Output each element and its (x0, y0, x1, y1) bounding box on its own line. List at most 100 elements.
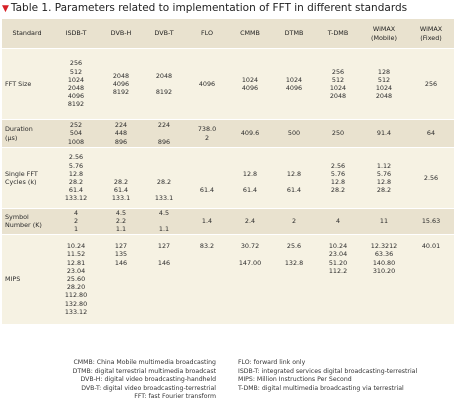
cell-value (273, 250, 315, 258)
cell-value: 63.36 (374, 250, 394, 259)
column-header: WiMAX (Mobile) (360, 19, 408, 49)
cell-value: 896 (114, 137, 128, 146)
cell-value: 1024 (241, 75, 259, 84)
cell-value (273, 162, 315, 170)
cell-value: 8192 (67, 100, 85, 109)
cell-value (317, 300, 359, 308)
table-cell: 4.5 2.2 1.1 (100, 208, 142, 235)
cell-value: 2048 (67, 84, 85, 92)
table-cell: 11 (360, 208, 408, 235)
cell-value (229, 300, 271, 308)
table-cell: 28.2 61.4 133.1 (100, 147, 142, 209)
note-left: CMMB: China Mobile multimedia broadcasti… (73, 359, 216, 366)
cell-value (361, 291, 407, 299)
cell-value: 4096 (285, 84, 303, 92)
cell-value: 146 (114, 258, 128, 267)
cell-value: 61.4 (68, 186, 84, 195)
column-header: FLO (186, 19, 228, 49)
cell-value (409, 283, 453, 291)
cell-value: 738.0 (197, 125, 217, 134)
table-cell: 500 (272, 119, 316, 148)
table-cell: 2048 8192 (142, 48, 186, 120)
table-cell: 64 (408, 119, 454, 148)
cell-value (143, 308, 185, 316)
cell-value (187, 153, 227, 161)
cell-value (143, 80, 185, 88)
cell-value: 512 (331, 75, 345, 84)
table-row: Duration (µs) 252 504 1008 224 448 896 224 896 7… (2, 119, 454, 148)
table-cell: 224 896 (142, 119, 186, 148)
cell-value: 140.80 (372, 258, 396, 267)
note-left: DVB-T: digital video broadcasting-terres… (81, 384, 216, 392)
table-cell: 4096 (186, 48, 228, 120)
row-label: MIPS (2, 234, 52, 325)
cell-value: 512 (377, 75, 391, 84)
cell-value: 2.56 (423, 173, 439, 182)
cell-value: 133.12 (64, 307, 88, 316)
cell-value (187, 267, 227, 275)
cell-value: 40.01 (421, 242, 441, 251)
cell-value: 2.56 (330, 161, 346, 170)
table-cell: 250 (316, 119, 360, 148)
table-cell: 10.24 11.52 12.81 23.04 25.60 28.20 112.80 132.… (52, 234, 100, 325)
cell-value: 2 (204, 133, 210, 142)
row-label: Duration (µs) (2, 119, 52, 148)
cell-value: 61.4 (286, 186, 302, 195)
cell-value (409, 300, 453, 308)
column-header: ISDB-T (52, 19, 100, 49)
table-cell: 256 512 1024 2048 (316, 48, 360, 120)
cell-value (361, 308, 407, 316)
cell-value: 1008 (67, 137, 85, 146)
table-cell: 256 (408, 48, 454, 120)
table-cell: 61.4 (186, 147, 228, 209)
cell-value: 133.1 (154, 194, 174, 203)
cell-value: 28.2 (156, 178, 172, 186)
table-cell: 40.01 (408, 234, 454, 325)
cell-value: 4096 (112, 79, 130, 88)
note-row: DVB-T: digital video broadcasting-terres… (2, 385, 454, 394)
cell-value: 310.20 (372, 266, 396, 275)
cell-value: 224 (114, 121, 128, 130)
cell-value (229, 267, 271, 275)
column-header: DVB-H (100, 19, 142, 49)
column-header: DTMB (272, 19, 316, 49)
cell-value: 64 (426, 129, 436, 138)
cell-value: 61.4 (242, 186, 258, 195)
note-row: CMMB: China Mobile multimedia broadcasti… (2, 359, 454, 368)
table-title-text: Table 1. Parameters related to implement… (10, 2, 408, 14)
row-label: FFT Size (2, 48, 52, 120)
cell-value: 91.4 (376, 129, 392, 138)
table-cell: 30.72 147.00 (228, 234, 272, 325)
cell-value: 500 (287, 129, 301, 138)
cell-value: 15.63 (421, 217, 441, 226)
cell-value: 28.2 (376, 186, 392, 195)
table-cell: 2.56 5.76 12.8 28.2 61.4 133.12 (52, 147, 100, 209)
cell-value (229, 291, 271, 299)
cell-value (143, 275, 185, 283)
cell-value: 12.8 (376, 178, 392, 186)
cell-value (187, 259, 227, 267)
cell-value (409, 291, 453, 299)
cell-value: 25.6 (286, 242, 302, 251)
cell-value: 28.2 (330, 186, 346, 195)
cell-value: 147.00 (238, 258, 262, 267)
cell-value: 112.2 (328, 266, 348, 275)
cell-value (187, 170, 227, 178)
column-header: DVB-T (142, 19, 186, 49)
cell-value: 448 (114, 129, 128, 138)
table-row: FFT Size 256 512 1024 2048 4096 8192 2048 4096 81… (2, 48, 454, 120)
note-right: T-DMB: digital multimedia broadcasting v… (238, 384, 404, 392)
cell-value: 4 (335, 217, 341, 226)
cell-value (229, 194, 271, 202)
cell-value: 146 (157, 258, 171, 267)
table-cell: 28.2 133.1 (142, 147, 186, 209)
cell-value: 11.52 (66, 250, 86, 259)
cell-value: 409.6 (240, 129, 260, 138)
table-cell: 15.63 (408, 208, 454, 235)
cell-value: 1024 (67, 75, 85, 84)
table-cell: 1024 4096 (272, 48, 316, 120)
cell-value (229, 153, 271, 161)
cell-value (143, 300, 185, 308)
cell-value: 2048 (112, 71, 130, 80)
title-marker-icon: ▼ (2, 4, 9, 14)
